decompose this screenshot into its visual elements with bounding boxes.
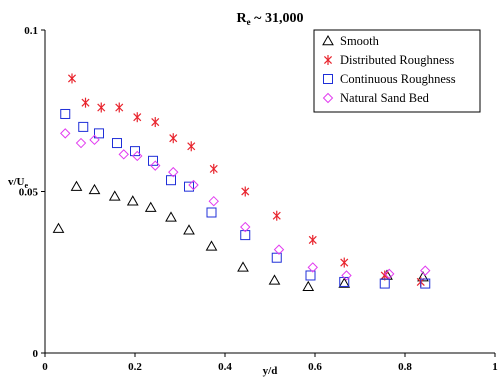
data-point-distributed-roughness <box>97 102 106 113</box>
data-point-continuous-roughness <box>305 270 316 281</box>
x-tick-label: 0.8 <box>398 361 412 373</box>
chart-title-rest: ~ 31,000 <box>251 11 304 26</box>
legend-box <box>313 29 481 113</box>
data-point-natural-sand-bed <box>341 270 352 281</box>
data-point-continuous-roughness <box>78 121 89 132</box>
data-point-continuous-roughness <box>379 278 390 289</box>
data-point-distributed-roughness <box>187 141 196 152</box>
data-point-continuous-roughness <box>60 108 71 119</box>
x-tick-label: 0.2 <box>128 361 142 373</box>
data-point-smooth <box>205 240 218 251</box>
data-point-smooth <box>108 190 121 201</box>
data-point-distributed-roughness <box>151 117 160 128</box>
data-point-smooth <box>268 274 281 285</box>
data-point-natural-sand-bed <box>208 195 219 207</box>
data-point-smooth <box>165 211 177 222</box>
data-point-natural-sand-bed <box>118 149 129 160</box>
data-point-distributed-roughness <box>308 234 317 245</box>
data-point-continuous-roughness <box>206 207 217 218</box>
legend-label-continuous-roughness: Continuous Roughness <box>340 72 456 86</box>
x-tick-label: 0.4 <box>218 361 232 373</box>
data-point-smooth <box>237 261 249 272</box>
legend-marker-smooth <box>322 34 334 46</box>
y-tick-label: 0 <box>33 348 39 360</box>
data-point-natural-sand-bed <box>384 268 395 280</box>
x-tick-label: 0.6 <box>308 361 322 373</box>
data-point-continuous-roughness <box>130 146 140 157</box>
data-point-smooth <box>70 180 83 191</box>
data-point-distributed-roughness <box>209 163 218 174</box>
data-point-natural-sand-bed <box>273 244 285 255</box>
y-axis-label-base: v/U <box>8 176 25 188</box>
data-point-continuous-roughness <box>271 252 282 263</box>
data-point-continuous-roughness <box>148 155 158 166</box>
data-point-distributed-roughness <box>272 210 281 221</box>
data-point-smooth <box>302 280 315 292</box>
data-point-natural-sand-bed <box>150 160 161 171</box>
data-point-continuous-roughness <box>240 230 251 241</box>
data-point-continuous-roughness <box>112 138 122 149</box>
x-tick-label: 0 <box>42 361 48 373</box>
data-point-distributed-roughness <box>133 112 142 123</box>
legend-label-distributed-roughness: Distributed Roughness <box>340 53 454 67</box>
data-point-continuous-roughness <box>94 128 104 139</box>
data-point-continuous-roughness <box>166 175 176 186</box>
legend-label-smooth: Smooth <box>340 34 380 48</box>
x-axis-label: y/d <box>263 365 278 377</box>
y-axis-label: v/Ue <box>8 176 29 190</box>
data-point-distributed-roughness <box>241 186 250 197</box>
legend-markers <box>322 34 334 104</box>
data-point-smooth <box>417 271 429 282</box>
axis-ticks: 0 0.2 0.4 0.6 0.8 1 0 0.05 0.1 <box>19 25 498 373</box>
chart-title-sub: e <box>247 17 251 27</box>
y-tick-label: 0.05 <box>19 187 39 199</box>
data-point-distributed-roughness <box>67 73 77 84</box>
data-point-smooth <box>144 201 157 212</box>
data-point-distributed-roughness <box>81 97 90 108</box>
y-axis-label-sub: e <box>25 181 29 190</box>
x-tick-label: 1 <box>492 361 498 373</box>
data-point-natural-sand-bed <box>132 150 143 162</box>
data-point-distributed-roughness <box>115 102 124 113</box>
y-tick-label: 0.1 <box>24 25 38 37</box>
data-point-distributed-roughness <box>340 257 349 268</box>
data-point-natural-sand-bed <box>89 134 100 146</box>
legend: Smooth Distributed Roughness Continuous … <box>313 29 481 113</box>
data-point-smooth <box>126 195 139 206</box>
chart-title-base: R <box>237 11 248 26</box>
data-point-continuous-roughness <box>184 181 194 192</box>
data-point-natural-sand-bed <box>240 221 251 233</box>
data-point-smooth <box>338 277 351 288</box>
data-point-natural-sand-bed <box>420 265 431 276</box>
data-point-smooth <box>88 183 101 195</box>
legend-marker-distributed-roughness <box>323 55 333 65</box>
legend-marker-continuous-roughness <box>323 74 333 84</box>
data-point-continuous-roughness <box>420 278 431 289</box>
legend-marker-natural-sand-bed <box>322 92 334 104</box>
data-point-natural-sand-bed <box>75 137 87 149</box>
chart-title: Re ~ 31,000 <box>237 11 304 27</box>
data-point-natural-sand-bed <box>307 262 318 273</box>
data-point-smooth <box>183 224 195 235</box>
data-point-natural-sand-bed <box>168 166 179 178</box>
data-point-smooth <box>52 222 65 233</box>
legend-label-natural-sand-bed: Natural Sand Bed <box>340 91 430 105</box>
data-points <box>52 73 431 292</box>
data-point-natural-sand-bed <box>60 128 71 139</box>
data-point-natural-sand-bed <box>188 179 199 191</box>
data-point-distributed-roughness <box>169 133 178 144</box>
